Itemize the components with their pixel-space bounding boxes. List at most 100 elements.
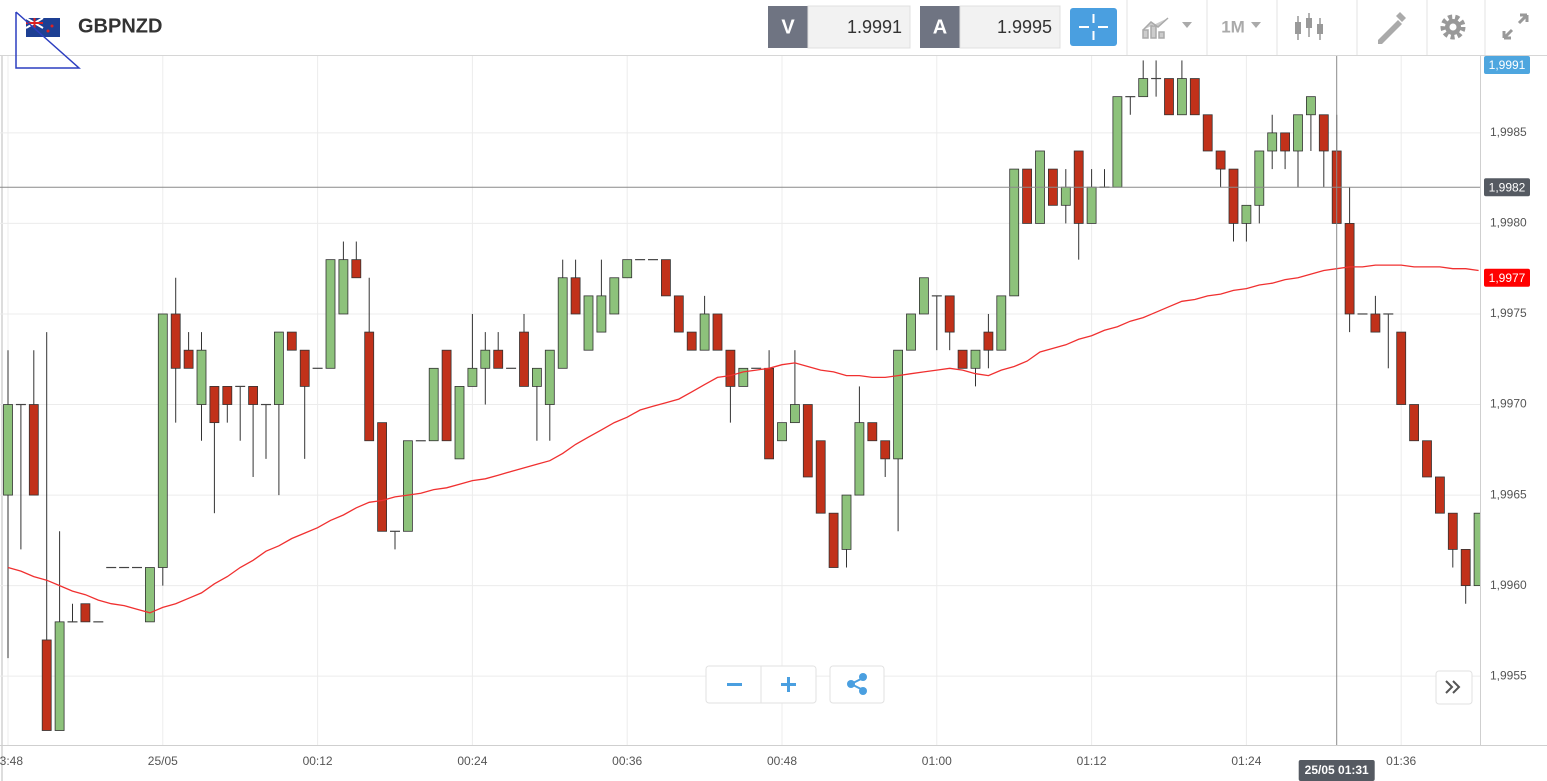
x-tick-label: 00:24: [457, 754, 487, 768]
candle-body: [1228, 168, 1239, 224]
settings-button[interactable]: [1440, 14, 1466, 40]
candle-body: [273, 331, 284, 405]
fullscreen-button[interactable]: [1502, 13, 1529, 40]
candle-body: [1164, 78, 1174, 116]
price-tag: [1484, 56, 1530, 74]
x-tick-label: 00:36: [612, 754, 642, 768]
share-node: [859, 687, 867, 695]
candle-body: [1396, 331, 1407, 405]
candle-body: [867, 422, 878, 442]
candle-body: [1306, 96, 1316, 116]
candle-body: [222, 386, 233, 405]
candle-body: [364, 331, 375, 442]
share-button[interactable]: [847, 673, 867, 695]
candle-body: [790, 404, 800, 424]
zoom-in[interactable]: [781, 677, 796, 692]
candle-body: [828, 512, 839, 568]
candle-body: [196, 349, 207, 405]
scroll-end-icon: [1445, 680, 1461, 694]
timeframe-button[interactable]: 1M: [1221, 17, 1261, 36]
candle-type-button[interactable]: [1295, 13, 1323, 40]
candle-body: [1293, 114, 1303, 152]
candle-body: [802, 404, 813, 478]
draw-icon: [1378, 12, 1406, 44]
candle-body: [1344, 223, 1355, 315]
candle-body: [1435, 476, 1445, 514]
y-tick-label: 1,9975: [1490, 306, 1527, 320]
x-tick-label: 00:48: [767, 754, 797, 768]
candle-body: [880, 440, 891, 460]
candle-body: [622, 259, 633, 279]
x-tick-label: 01:12: [1077, 754, 1107, 768]
candle-body: [841, 494, 852, 550]
crosshair-price-label: 1,9982: [1489, 180, 1526, 194]
candle-body: [532, 367, 542, 387]
candle-body: [144, 567, 155, 623]
candle-body: [3, 404, 13, 496]
candle-body: [970, 349, 981, 369]
moving-average: [7, 264, 1479, 614]
bid-label-bg: [768, 6, 808, 48]
candle-body: [157, 313, 168, 568]
overlay: 1,9955 1,9960 1,9965 1,9970 1,9975 1,9980 1,99…: [0, 55, 1547, 781]
timeframe: 1M: [1221, 17, 1245, 36]
share-bg: [829, 665, 885, 704]
crosshair-time-label: 25/05 01:31: [1305, 763, 1369, 777]
candle-body: [377, 422, 388, 532]
bid-box[interactable]: V 1.9991: [768, 5, 911, 49]
candle-body: [519, 331, 529, 387]
ask-label: A: [933, 16, 947, 38]
x-tick-label: 00:12: [303, 754, 333, 768]
candle-body: [815, 440, 826, 514]
candle-body: [1318, 114, 1329, 152]
x-tick-label: 25/05: [148, 754, 178, 768]
chart-type-icon: [1142, 17, 1169, 39]
gear-teeth: [1440, 14, 1466, 40]
candle-body: [1177, 78, 1187, 116]
candle-body: [1138, 78, 1149, 98]
header: GBPNZD V 1.9991 A 1.9995: [0, 0, 1547, 69]
candle-body: [957, 349, 968, 369]
candle-body: [286, 331, 297, 351]
candle-body: [609, 277, 620, 315]
draw-button[interactable]: [1378, 12, 1406, 44]
candle-body: [209, 386, 220, 424]
candle-body: [1241, 204, 1252, 224]
candle-body: [454, 386, 465, 460]
ask-box[interactable]: A 1.9995: [920, 5, 1061, 49]
expand-icon: [1502, 13, 1529, 40]
bid-label: V: [781, 16, 795, 38]
crosshair-icon: [1079, 14, 1108, 40]
candle-body: [428, 367, 439, 442]
button-bg: [1070, 8, 1117, 46]
scroll-end-button[interactable]: [1435, 670, 1473, 705]
candle-body: [493, 349, 504, 369]
candle-body: [467, 367, 478, 387]
ask-label-bg: [920, 6, 960, 48]
symbol-marker: [15, 11, 81, 69]
candle-body: [996, 295, 1007, 351]
candle-body: [893, 349, 903, 460]
candle-body: [183, 349, 194, 369]
crosshair-button[interactable]: [1070, 8, 1117, 46]
caret: [1182, 22, 1192, 28]
candle-body: [170, 313, 181, 369]
y-tick-label: 1,9980: [1490, 216, 1527, 230]
chart-type-button[interactable]: [1142, 17, 1192, 39]
candle-body: [570, 277, 581, 315]
share-node: [859, 673, 867, 681]
candle-body: [1460, 549, 1471, 587]
candle-body: [1215, 150, 1226, 170]
y-tick-label: 1,9970: [1490, 397, 1527, 411]
candle-body: [1112, 96, 1123, 188]
x-tick-label: 01:00: [922, 754, 952, 768]
price-tag-label: 1,9991: [1489, 58, 1526, 72]
candle-body: [738, 367, 749, 387]
candle-body: [351, 259, 362, 279]
x-tick-label: 01:24: [1231, 754, 1261, 768]
candle-body: [944, 295, 955, 333]
zoom-controls: [705, 665, 1473, 705]
candle-body: [699, 313, 710, 351]
candle-body: [480, 349, 491, 369]
separators: [1126, 0, 1486, 55]
